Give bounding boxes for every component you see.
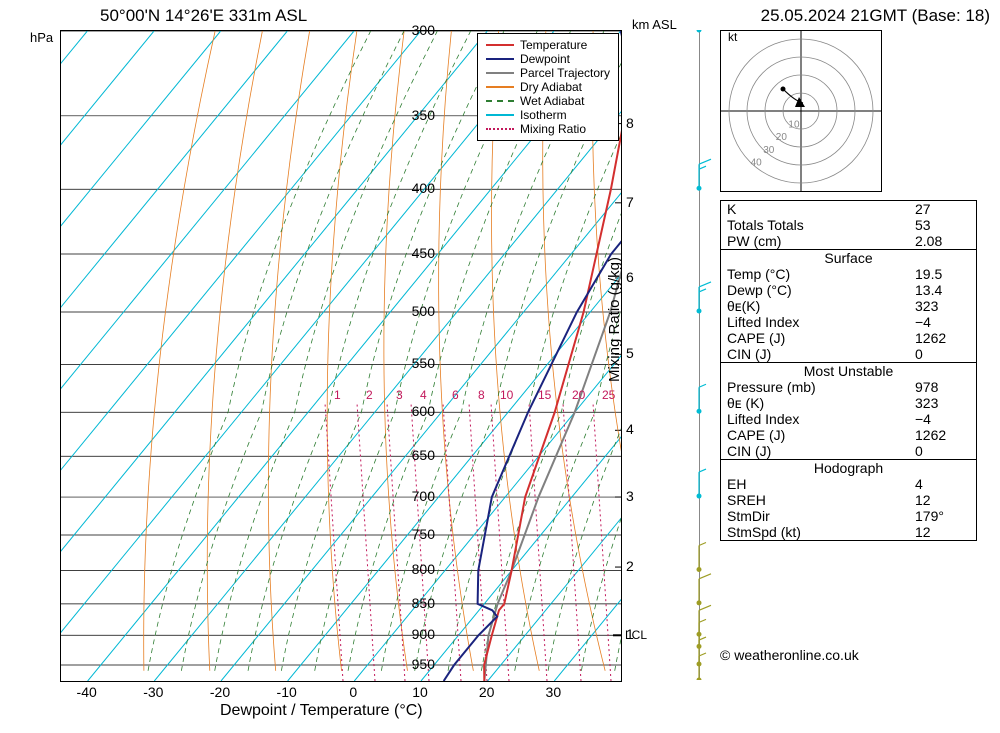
legend-item: Isotherm: [486, 108, 610, 122]
legend-item: Dewpoint: [486, 52, 610, 66]
table-row: StmDir179°: [721, 508, 976, 524]
wind-barb-column: [695, 30, 705, 680]
legend-item: Dry Adiabat: [486, 80, 610, 94]
table-row: Dewp (°C)13.4: [721, 282, 976, 298]
x-tick: 10: [400, 684, 440, 700]
mixing-ratio-value: 20: [572, 388, 585, 402]
x-tick: -30: [133, 684, 173, 700]
hpa-tick: 650: [385, 447, 435, 463]
hpa-tick: 950: [385, 656, 435, 672]
x-tick: 0: [333, 684, 373, 700]
table-row: CIN (J)0: [721, 443, 976, 459]
indices-table: K27Totals Totals53PW (cm)2.08SurfaceTemp…: [720, 200, 977, 541]
mixing-ratio-label: Mixing Ratio (g/kg): [606, 257, 623, 382]
table-row: SREH12: [721, 492, 976, 508]
hpa-tick: 900: [385, 626, 435, 642]
table-row: Totals Totals53: [721, 217, 976, 233]
mixing-ratio-value: 15: [538, 388, 551, 402]
hpa-tick: 300: [385, 22, 435, 38]
hpa-tick: 700: [385, 488, 435, 504]
legend-item: Temperature: [486, 38, 610, 52]
km-tick: 8: [626, 115, 634, 131]
hodograph: 10203040: [720, 30, 882, 192]
table-row: θᴇ(K)323: [721, 298, 976, 314]
legend-label: Isotherm: [520, 108, 567, 122]
hpa-tick: 500: [385, 303, 435, 319]
x-axis-label: Dewpoint / Temperature (°C): [220, 702, 423, 720]
location-title: 50°00'N 14°26'E 331m ASL: [100, 6, 307, 26]
skewt-chart: TemperatureDewpointParcel TrajectoryDry …: [60, 30, 622, 682]
table-row: Pressure (mb)978: [721, 379, 976, 395]
mixing-ratio-value: 6: [452, 388, 459, 402]
x-tick: 20: [467, 684, 507, 700]
legend-label: Dewpoint: [520, 52, 570, 66]
x-tick: -40: [67, 684, 107, 700]
x-tick: -10: [267, 684, 307, 700]
datetime-title: 25.05.2024 21GMT (Base: 18): [761, 6, 990, 26]
legend-label: Temperature: [520, 38, 587, 52]
svg-text:40: 40: [751, 157, 763, 168]
hodograph-unit: kt: [728, 30, 737, 44]
km-tick: 2: [626, 558, 634, 574]
legend-item: Parcel Trajectory: [486, 66, 610, 80]
table-row: EH4: [721, 476, 976, 492]
table-row: CAPE (J)1262: [721, 330, 976, 346]
section-head: Hodograph: [721, 459, 976, 476]
hpa-tick: 400: [385, 180, 435, 196]
legend-label: Dry Adiabat: [520, 80, 582, 94]
hpa-tick: 750: [385, 526, 435, 542]
mixing-ratio-value: 8: [478, 388, 485, 402]
km-tick: 3: [626, 488, 634, 504]
table-row: K27: [721, 201, 976, 217]
hpa-tick: 800: [385, 561, 435, 577]
mixing-ratio-value: 2: [366, 388, 373, 402]
legend-item: Mixing Ratio: [486, 122, 610, 136]
km-tick: 7: [626, 194, 634, 210]
hpa-tick: 350: [385, 107, 435, 123]
hpa-tick: 550: [385, 355, 435, 371]
hpa-tick: 450: [385, 245, 435, 261]
table-row: Lifted Index−4: [721, 314, 976, 330]
legend-item: Wet Adiabat: [486, 94, 610, 108]
svg-text:20: 20: [776, 132, 788, 143]
legend-label: Wet Adiabat: [520, 94, 585, 108]
mixing-ratio-value: 4: [420, 388, 427, 402]
mixing-ratio-value: 10: [500, 388, 513, 402]
table-row: CAPE (J)1262: [721, 427, 976, 443]
x-tick: 30: [533, 684, 573, 700]
x-tick: -20: [200, 684, 240, 700]
table-row: StmSpd (kt)12: [721, 524, 976, 540]
section-head: Most Unstable: [721, 362, 976, 379]
km-tick: 5: [626, 345, 634, 361]
svg-text:30: 30: [763, 145, 775, 156]
hpa-tick: 850: [385, 595, 435, 611]
legend-label: Mixing Ratio: [520, 122, 586, 136]
y-right-unit: km ASL: [632, 18, 677, 32]
mixing-ratio-value: 25: [602, 388, 615, 402]
km-tick: 6: [626, 269, 634, 285]
hpa-tick: 600: [385, 403, 435, 419]
table-row: Lifted Index−4: [721, 411, 976, 427]
section-head: Surface: [721, 249, 976, 266]
copyright: © weatheronline.co.uk: [720, 647, 859, 663]
legend: TemperatureDewpointParcel TrajectoryDry …: [477, 33, 619, 141]
table-row: θᴇ (K)323: [721, 395, 976, 411]
km-tick: 4: [626, 421, 634, 437]
table-row: Temp (°C)19.5: [721, 266, 976, 282]
svg-text:10: 10: [788, 120, 800, 131]
legend-label: Parcel Trajectory: [520, 66, 610, 80]
mixing-ratio-value: 3: [396, 388, 403, 402]
table-row: CIN (J)0: [721, 346, 976, 362]
table-row: PW (cm)2.08: [721, 233, 976, 249]
y-left-unit: hPa: [30, 30, 53, 45]
mixing-ratio-value: 1: [334, 388, 341, 402]
lcl-label: LCL: [625, 628, 647, 642]
